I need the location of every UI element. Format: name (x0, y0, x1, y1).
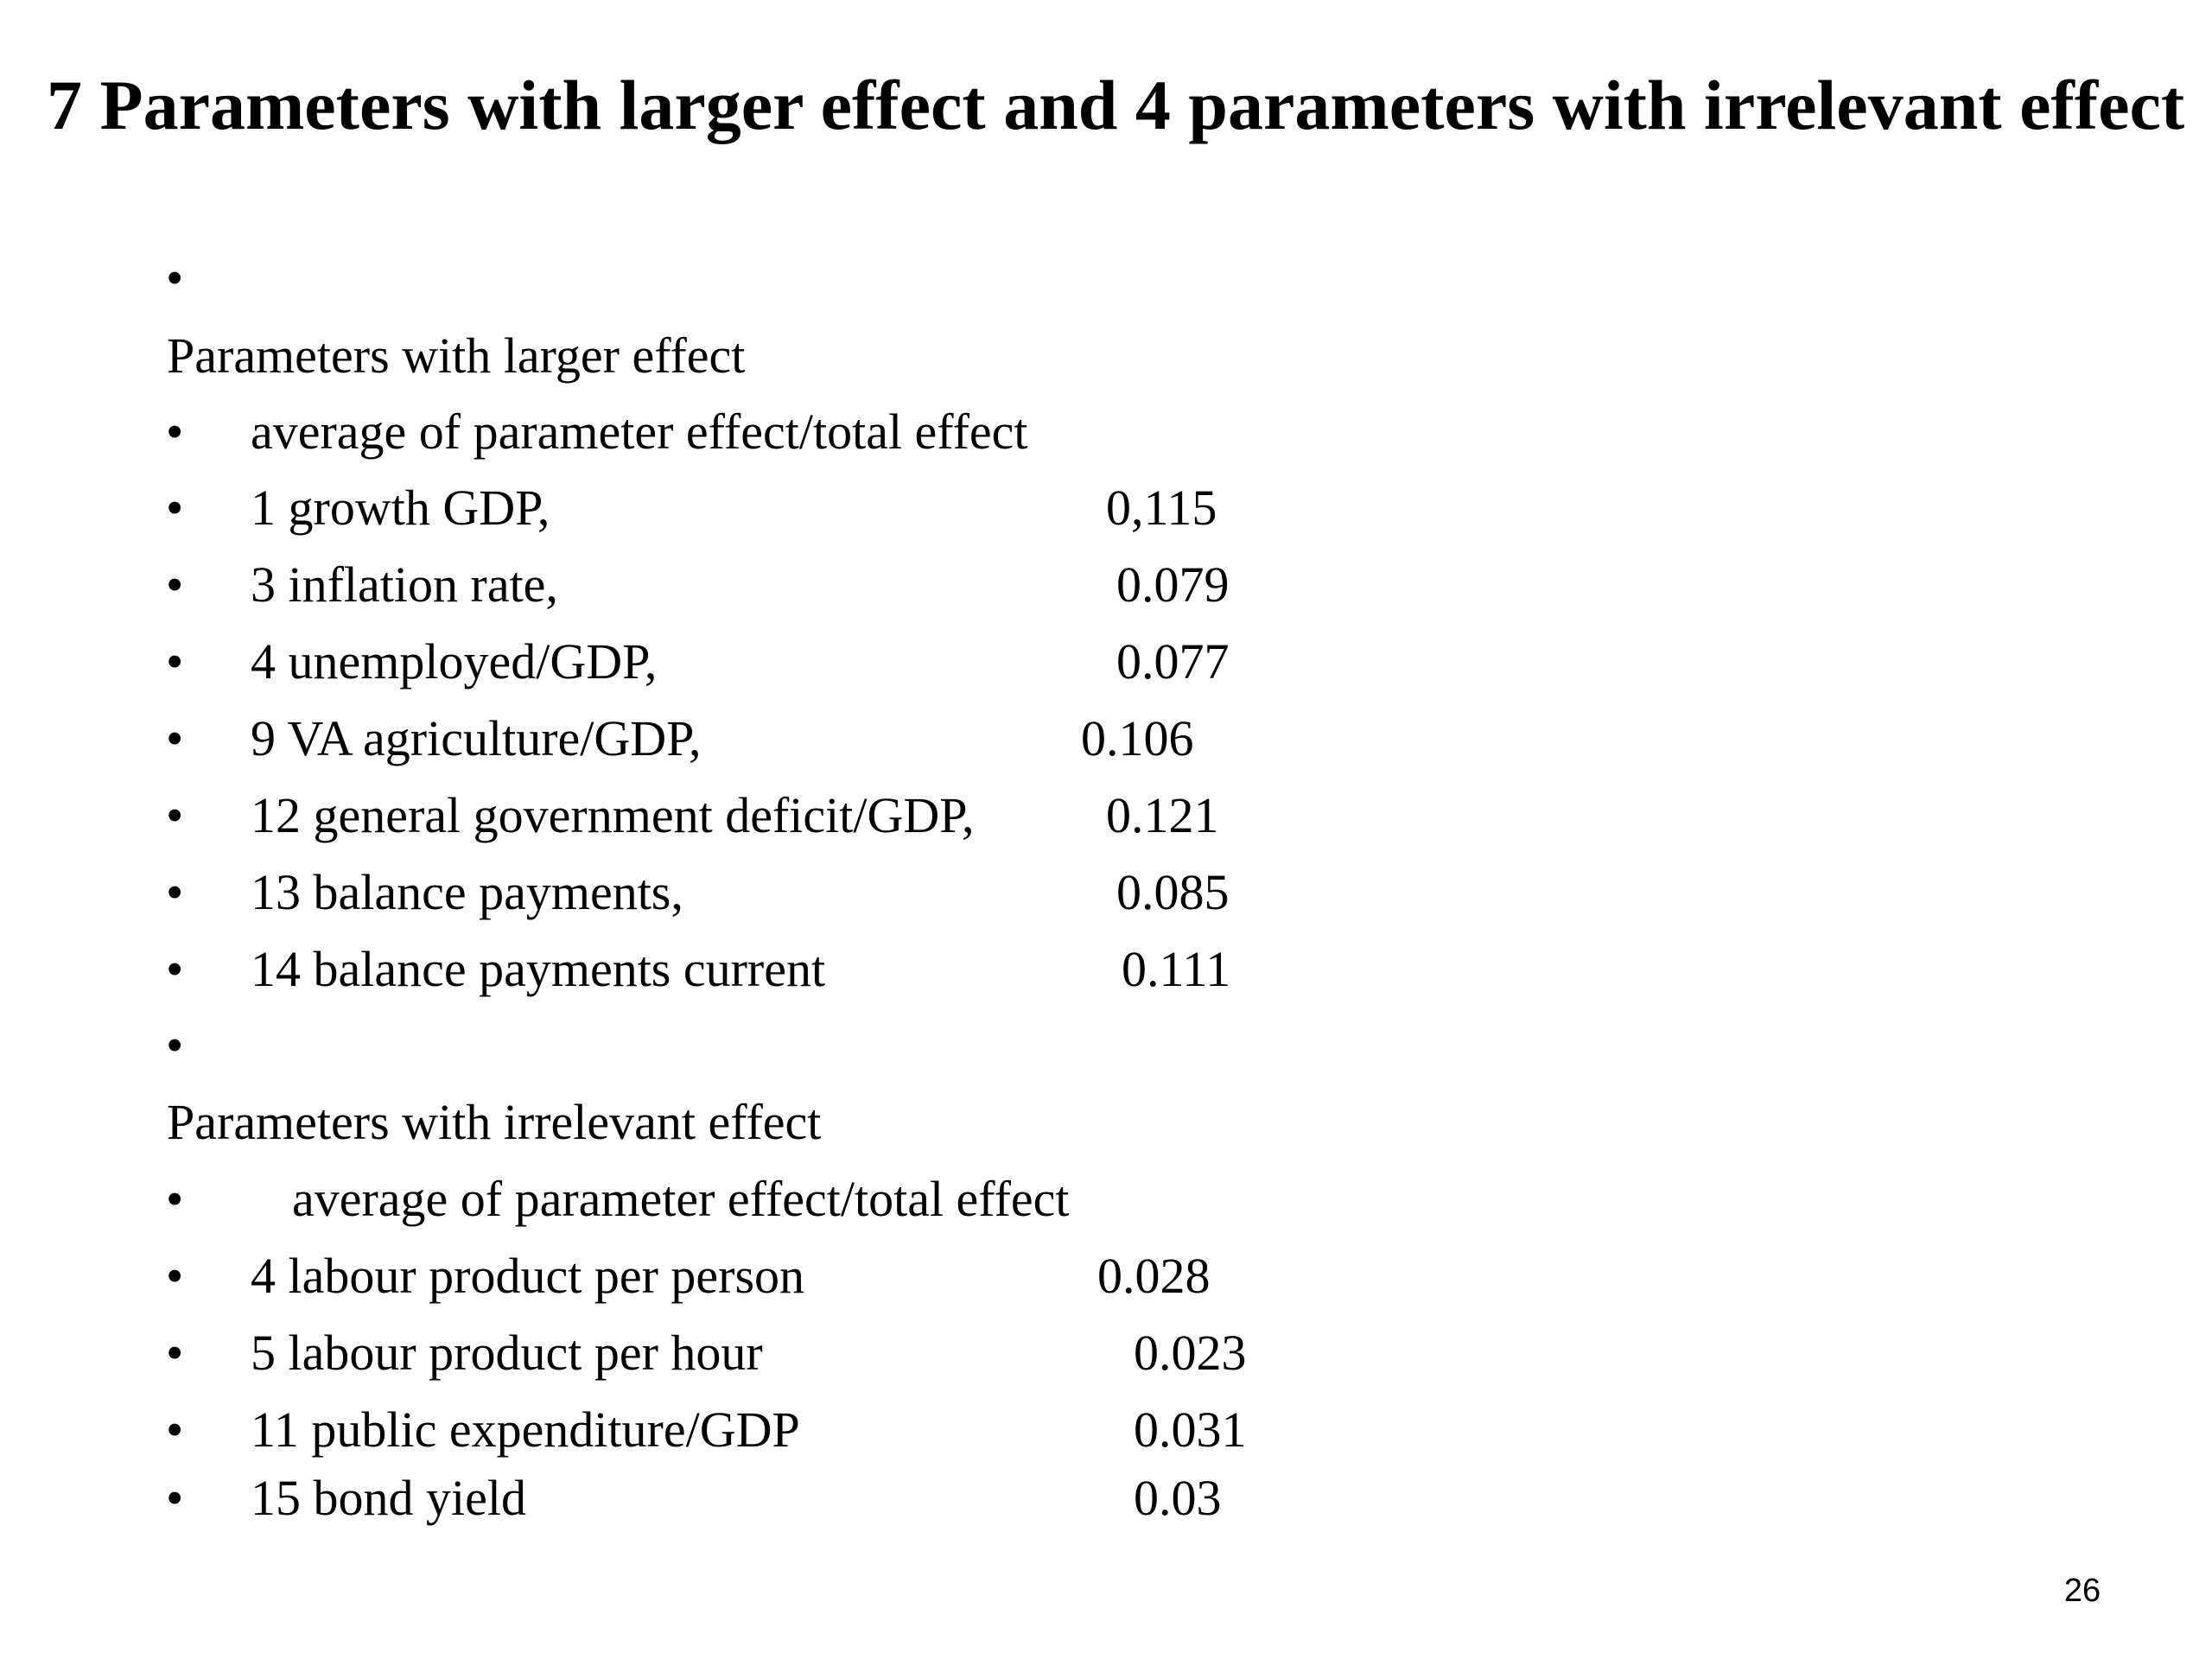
parameter-label: 11 public expenditure/GDP (251, 1402, 800, 1458)
parameter-label: 13 balance payments, (251, 864, 683, 920)
bullet-icon: • (166, 404, 184, 460)
parameter-value: 0.03 (1134, 1470, 1222, 1526)
bullet-icon: • (166, 1017, 184, 1073)
section-heading-text: Parameters with larger effect (167, 327, 746, 384)
parameter-label: 15 bond yield (251, 1470, 526, 1526)
parameter-label: 4 unemployed/GDP, (251, 633, 658, 690)
parameter-value: 0.085 (1116, 864, 1230, 920)
page-number: 26 (2063, 1573, 2101, 1609)
parameter-label: 5 labour product per hour (251, 1325, 763, 1381)
parameter-value: 0.028 (1097, 1248, 1211, 1304)
bullet-icon: • (166, 633, 184, 690)
parameter-label: 1 growth GDP, (251, 480, 550, 536)
parameter-label: 4 labour product per person (251, 1248, 805, 1304)
bullet-icon: • (166, 1248, 184, 1304)
bullet-icon: • (166, 787, 184, 843)
bullet-icon: • (166, 1470, 184, 1526)
bullet-icon: • (166, 556, 184, 613)
section-heading-text: Parameters with irrelevant effect (167, 1094, 822, 1150)
bullet-icon: • (166, 250, 184, 306)
bullet-icon: • (166, 1171, 184, 1227)
list-subheading: average of parameter effect/total effect (292, 1171, 1070, 1227)
bullet-icon: • (166, 480, 184, 536)
parameter-value: 0.079 (1116, 556, 1230, 613)
parameter-label: 14 balance payments current (251, 941, 826, 997)
parameter-value: 0.111 (1122, 941, 1231, 997)
parameter-label: 12 general government deficit/GDP, (251, 787, 975, 843)
parameter-label: 3 inflation rate, (251, 556, 558, 613)
parameter-value: 0,115 (1106, 480, 1217, 536)
parameter-label: 9 VA agriculture/GDP, (251, 710, 702, 766)
parameter-value: 0.023 (1134, 1325, 1247, 1381)
bullet-icon: • (166, 1325, 184, 1381)
parameter-value: 0.077 (1116, 633, 1230, 690)
bullet-icon: • (166, 941, 184, 997)
parameter-value: 0.121 (1106, 787, 1219, 843)
bullet-icon: • (166, 1402, 184, 1458)
list-subheading: average of parameter effect/total effect (251, 404, 1028, 460)
parameter-value: 0.106 (1081, 710, 1194, 766)
bullet-icon: • (166, 710, 184, 766)
bullet-icon: • (166, 864, 184, 920)
slide-title: 7 Parameters with larger effect and 4 pa… (47, 66, 2185, 144)
parameter-value: 0.031 (1134, 1402, 1247, 1458)
